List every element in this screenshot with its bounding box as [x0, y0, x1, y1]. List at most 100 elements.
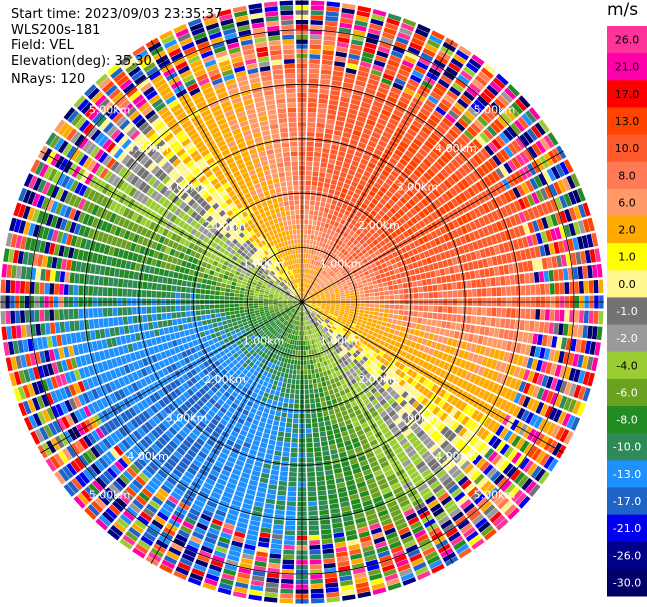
- velocity-gate: [376, 233, 539, 284]
- velocity-gate: [302, 302, 330, 355]
- colorbar-tick-label: 8.0: [618, 169, 636, 182]
- velocity-gate: [518, 165, 533, 181]
- velocity-gate: [568, 223, 576, 237]
- velocity-gate: [36, 254, 44, 267]
- velocity-gate: [450, 535, 464, 547]
- velocity-gate: [65, 259, 72, 271]
- velocity-gate: [32, 224, 41, 238]
- velocity-gate: [565, 338, 587, 354]
- ray: [95, 302, 302, 531]
- velocity-gate: [261, 305, 300, 358]
- velocity-gate: [568, 367, 581, 383]
- velocity-gate: [335, 78, 420, 234]
- velocity-gate: [406, 322, 522, 354]
- velocity-gate: [132, 376, 236, 490]
- velocity-gate: [477, 521, 491, 533]
- range-ring-label: 2.00km: [204, 373, 246, 386]
- velocity-gate: [310, 15, 324, 21]
- colorbar-tick-label: -17.0: [613, 495, 641, 508]
- velocity-gate: [73, 396, 82, 408]
- velocity-gate: [313, 388, 352, 577]
- velocity-gate: [304, 311, 320, 364]
- velocity-gate: [406, 143, 542, 236]
- velocity-gate: [568, 191, 577, 205]
- velocity-gate: [540, 361, 548, 373]
- velocity-gate: [132, 547, 146, 559]
- velocity-gate: [307, 325, 381, 576]
- velocity-gate: [68, 384, 77, 396]
- velocity-gate: [487, 141, 499, 153]
- velocity-gate: [132, 114, 144, 125]
- velocity-gate: [143, 507, 155, 518]
- velocity-gate: [483, 528, 497, 541]
- velocity-gate: [302, 24, 323, 273]
- velocity-gate: [94, 497, 107, 510]
- velocity-gate: [372, 154, 483, 246]
- velocity-gate: [23, 221, 31, 235]
- velocity-gate: [270, 398, 294, 554]
- velocity-gate: [82, 334, 262, 482]
- velocity-gate: [193, 31, 207, 41]
- velocity-gate: [321, 230, 355, 275]
- colorbar-bin: [607, 514, 647, 543]
- velocity-gate: [217, 318, 263, 342]
- colorbar-bin: [607, 53, 647, 81]
- velocity-gate: [78, 285, 269, 301]
- velocity-gate: [46, 426, 82, 454]
- velocity-gate: [48, 349, 56, 362]
- velocity-gate: [210, 316, 262, 339]
- range-ring-label: 1.00km: [243, 335, 285, 348]
- velocity-gate: [352, 90, 459, 233]
- velocity-gate: [544, 405, 554, 419]
- velocity-gate: [336, 12, 354, 49]
- velocity-gate: [316, 327, 439, 533]
- velocity-gate: [31, 394, 50, 411]
- velocity-gate: [387, 13, 402, 22]
- ray: [159, 30, 302, 302]
- velocity-gate: [237, 572, 251, 580]
- velocity-gate: [244, 53, 292, 246]
- velocity-gate: [188, 110, 298, 294]
- velocity-gate: [487, 451, 537, 494]
- ray: [30, 302, 302, 445]
- velocity-gate: [294, 302, 302, 309]
- velocity-gate: [27, 338, 34, 352]
- velocity-gate: [78, 154, 89, 167]
- velocity-gate: [307, 345, 346, 543]
- velocity-gate: [426, 39, 441, 49]
- velocity-gate: [372, 587, 387, 595]
- velocity-gate: [526, 428, 541, 444]
- velocity-gate: [394, 77, 406, 87]
- velocity-gate: [543, 268, 569, 282]
- ray: [217, 9, 302, 302]
- velocity-gate: [34, 161, 45, 176]
- range-ring-label: 5.00km: [474, 488, 516, 501]
- velocity-gate: [137, 515, 150, 526]
- velocity-gate: [280, 374, 300, 594]
- velocity-gate: [333, 366, 438, 561]
- velocity-gate: [216, 308, 269, 322]
- range-ring-label: 5.00km: [89, 104, 131, 117]
- range-ring-label: 5.00km: [474, 104, 516, 117]
- velocity-gate: [266, 553, 282, 584]
- velocity-gate: [373, 59, 386, 68]
- velocity-gate: [483, 63, 497, 76]
- velocity-gate: [116, 517, 130, 529]
- velocity-gate: [339, 22, 353, 29]
- velocity-gate: [151, 98, 166, 112]
- velocity-gate: [416, 570, 431, 581]
- velocity-gate: [304, 316, 354, 587]
- ray: [30, 159, 302, 302]
- velocity-gate: [232, 61, 245, 69]
- velocity-gate: [37, 179, 47, 193]
- ray: [132, 45, 302, 302]
- colorbar-bin: [607, 188, 647, 217]
- velocity-gate: [289, 307, 294, 310]
- velocity-gate: [405, 544, 419, 554]
- velocity-gate: [248, 3, 263, 15]
- velocity-gate: [84, 368, 228, 499]
- velocity-gate: [405, 512, 418, 521]
- velocity-gate: [311, 324, 429, 576]
- velocity-gate: [526, 235, 534, 247]
- velocity-gate: [22, 189, 36, 205]
